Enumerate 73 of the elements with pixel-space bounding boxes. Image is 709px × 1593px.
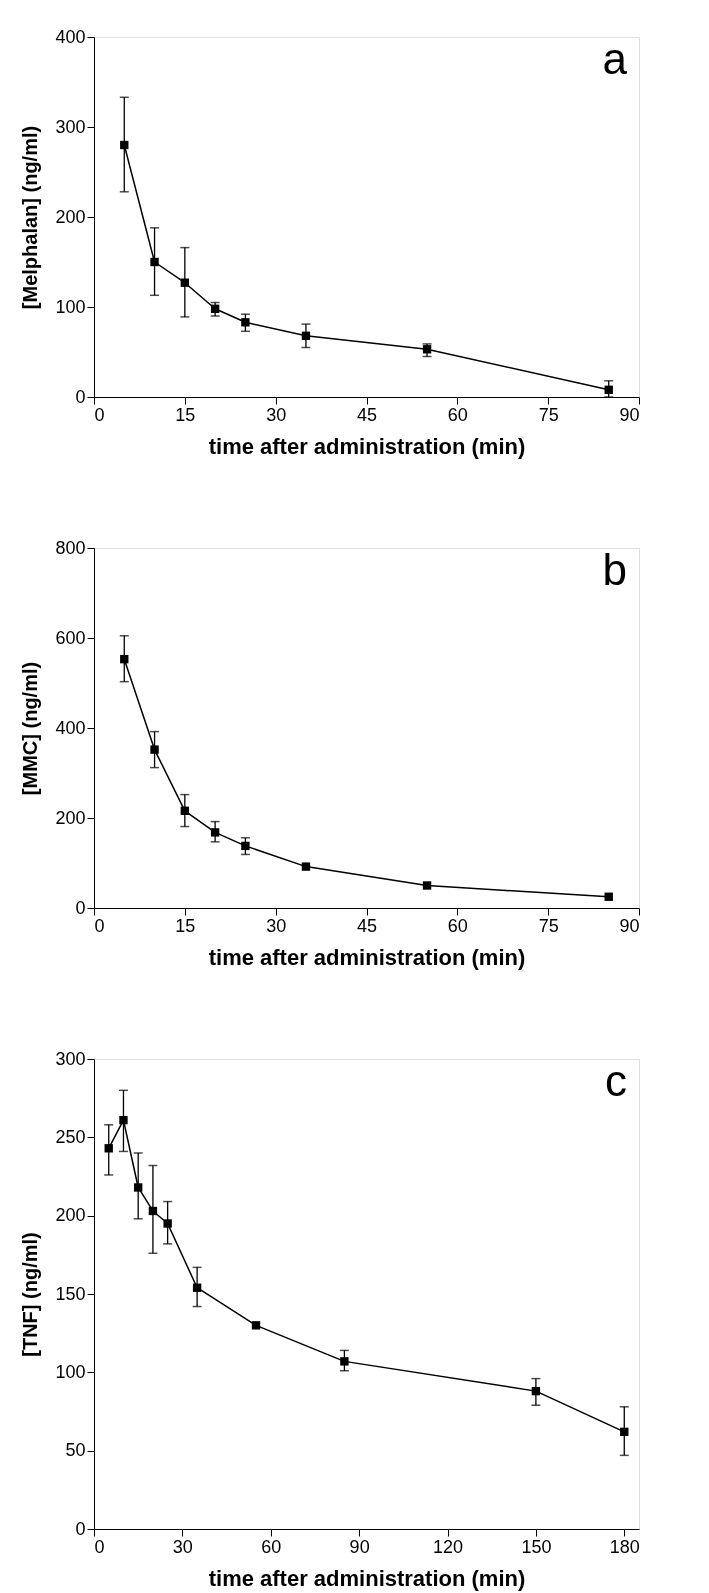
point [604, 892, 613, 901]
point [301, 331, 311, 340]
annotation: c [605, 1056, 627, 1105]
x-axis-title: time after administration (min) [208, 1565, 526, 1591]
x-tick-label: 45 [356, 404, 378, 425]
x-tick-label: 0 [94, 404, 105, 425]
y-tick-label: 100 [55, 296, 86, 317]
x-tick-label: 15 [175, 915, 196, 936]
annotation: a [602, 34, 628, 83]
point [150, 745, 159, 754]
point [251, 1321, 261, 1330]
x-tick-label: 90 [619, 404, 640, 425]
y-axis-title: [Melphalan] (ng/ml) [19, 125, 42, 310]
point [120, 140, 129, 150]
point [192, 1283, 202, 1292]
x-tick-label: 75 [538, 915, 559, 936]
point [241, 841, 250, 851]
y-axis-title: [MMC] (ng/ml) [19, 661, 42, 796]
point [180, 278, 190, 287]
y-tick-label: 200 [55, 1205, 86, 1226]
x-tick-label: 180 [609, 1536, 640, 1557]
y-tick-label: 200 [55, 807, 86, 828]
y-tick-label: 300 [55, 116, 86, 137]
x-tick-label: 60 [261, 1536, 282, 1557]
point [422, 345, 432, 354]
point [340, 1357, 349, 1366]
x-tick-label: 60 [447, 404, 468, 425]
x-tick-label: 60 [447, 915, 468, 936]
point [620, 1427, 629, 1437]
x-tick-label: 90 [619, 915, 640, 936]
y-tick-label: 0 [75, 386, 86, 407]
y-tick-label: 150 [55, 1283, 86, 1304]
y-tick-label: 800 [55, 537, 86, 558]
point [210, 828, 220, 837]
point [150, 257, 159, 267]
y-tick-label: 400 [55, 26, 86, 47]
y-tick-label: 300 [55, 1048, 86, 1069]
x-axis-title: time after administration (min) [208, 944, 526, 970]
point [301, 862, 311, 871]
x-tick-label: 15 [175, 404, 196, 425]
x-tick-label: 150 [521, 1536, 552, 1557]
point [180, 806, 190, 815]
y-axis-title: [TNF] (ng/ml) [19, 1232, 42, 1357]
point [119, 1115, 128, 1125]
y-tick-label: 400 [55, 717, 86, 738]
x-tick-label: 0 [94, 1536, 105, 1557]
point [210, 304, 220, 313]
y-tick-label: 600 [55, 627, 86, 648]
point [604, 385, 613, 394]
point [104, 1144, 113, 1153]
x-tick-label: 45 [356, 915, 378, 936]
x-tick-label: 30 [266, 915, 287, 936]
point [120, 654, 129, 664]
x-axis-title: time after administration (min) [208, 433, 526, 459]
point [148, 1206, 158, 1216]
y-tick-label: 0 [75, 1518, 86, 1539]
y-tick-label: 250 [55, 1126, 86, 1147]
point [134, 1183, 143, 1192]
point [422, 881, 432, 890]
x-tick-label: 90 [349, 1536, 370, 1557]
x-tick-label: 30 [172, 1536, 193, 1557]
y-tick-label: 0 [75, 897, 86, 918]
point [163, 1219, 172, 1228]
x-tick-label: 75 [538, 404, 559, 425]
point [531, 1386, 541, 1396]
x-tick-label: 0 [94, 915, 105, 936]
y-tick-label: 100 [55, 1361, 86, 1382]
y-tick-label: 200 [55, 206, 86, 227]
point [241, 318, 250, 327]
x-tick-label: 120 [432, 1536, 464, 1557]
annotation: b [602, 545, 627, 594]
y-tick-label: 50 [65, 1440, 86, 1461]
x-tick-label: 30 [266, 404, 287, 425]
